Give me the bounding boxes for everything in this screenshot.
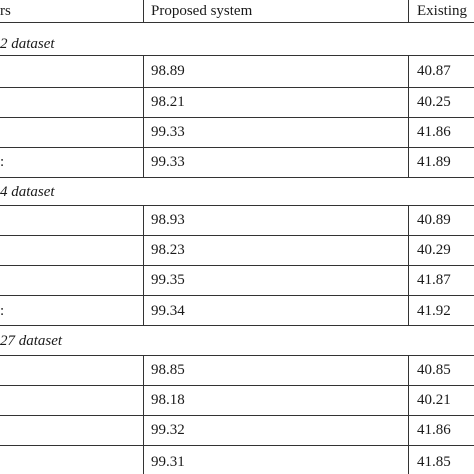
row-rule	[0, 385, 474, 386]
existing-value: 40.29	[417, 242, 451, 258]
proposed-value: 99.35	[151, 272, 185, 288]
row-rule	[0, 415, 474, 416]
row-stub: :	[0, 154, 5, 170]
existing-value: 40.89	[417, 212, 451, 228]
proposed-value: 99.33	[151, 124, 185, 140]
section-rule	[0, 205, 474, 206]
proposed-value: 98.23	[151, 242, 185, 258]
proposed-value: 99.31	[151, 454, 185, 470]
proposed-value: 98.93	[151, 212, 185, 228]
header-parameters: rs	[0, 3, 11, 19]
section-title: 27 dataset	[0, 333, 63, 349]
section-title: 4 dataset	[0, 184, 55, 200]
column-divider-2	[408, 205, 409, 325]
existing-value: 40.21	[417, 392, 451, 408]
header-existing: Existing	[417, 3, 468, 19]
proposed-value: 99.33	[151, 154, 185, 170]
existing-value: 41.86	[417, 422, 451, 438]
existing-value: 41.89	[417, 154, 451, 170]
row-rule	[0, 295, 474, 296]
proposed-value: 98.89	[151, 63, 185, 79]
row-rule	[0, 445, 474, 446]
existing-value: 40.87	[417, 63, 451, 79]
header-bottom-rule	[0, 22, 474, 23]
existing-value: 41.86	[417, 124, 451, 140]
header-divider-2	[408, 0, 409, 22]
column-divider-1	[143, 205, 144, 325]
existing-value: 41.85	[417, 454, 451, 470]
row-stub: :	[0, 303, 5, 319]
row-rule	[0, 87, 474, 88]
existing-value: 40.85	[417, 362, 451, 378]
row-rule	[0, 147, 474, 148]
row-rule	[0, 265, 474, 266]
proposed-value: 98.85	[151, 362, 185, 378]
row-rule	[0, 177, 474, 178]
section-rule	[0, 355, 474, 356]
header-proposed-system: Proposed system	[151, 3, 253, 19]
row-rule	[0, 235, 474, 236]
column-divider-2	[408, 355, 409, 474]
column-divider-1	[143, 355, 144, 474]
row-rule	[0, 325, 474, 326]
proposed-value: 99.34	[151, 303, 185, 319]
section-title: 2 dataset	[0, 36, 55, 52]
column-divider-1	[143, 55, 144, 177]
proposed-value: 98.21	[151, 94, 185, 110]
existing-value: 41.87	[417, 272, 451, 288]
header-divider-1	[143, 0, 144, 22]
row-rule	[0, 117, 474, 118]
existing-value: 41.92	[417, 303, 451, 319]
proposed-value: 99.32	[151, 422, 185, 438]
existing-value: 40.25	[417, 94, 451, 110]
section-rule	[0, 55, 474, 56]
column-divider-2	[408, 55, 409, 177]
proposed-value: 98.18	[151, 392, 185, 408]
